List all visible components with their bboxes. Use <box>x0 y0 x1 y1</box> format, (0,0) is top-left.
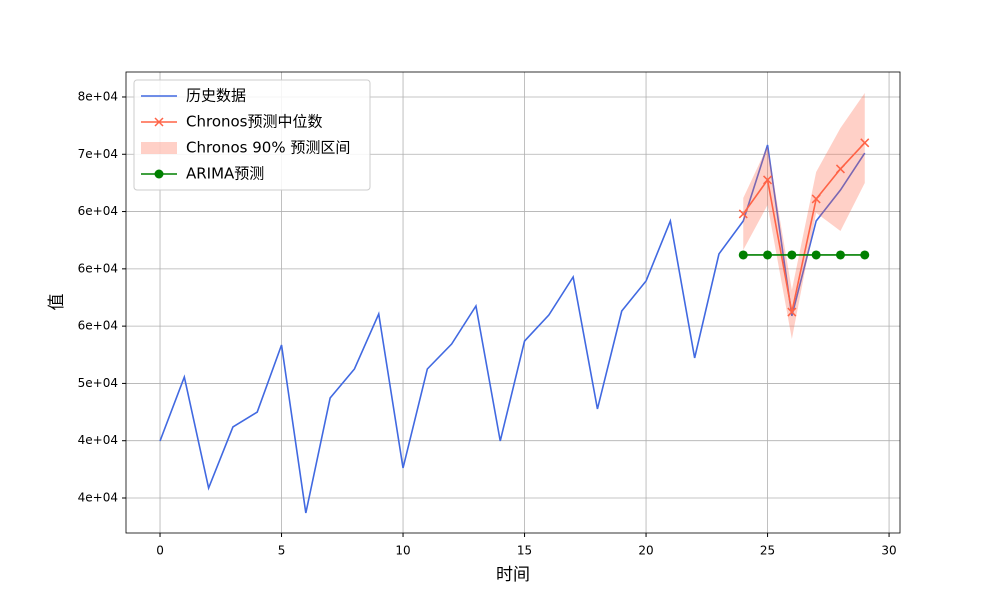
x-tick-label: 20 <box>638 544 653 558</box>
y-tick-label: 4e+04 <box>78 490 118 504</box>
point <box>860 138 870 148</box>
point <box>763 175 773 185</box>
interval-band <box>743 92 865 339</box>
x-tick-label: 5 <box>278 544 286 558</box>
legend-box <box>133 79 371 191</box>
point <box>835 164 845 174</box>
y-tick-label: 6e+04 <box>78 261 118 275</box>
y-tick-label: 4e+04 <box>78 433 118 447</box>
y-axis-label: 值 <box>47 294 67 311</box>
x-tick-label: 10 <box>395 544 410 558</box>
legend-label: 历史数据 <box>186 87 246 105</box>
x-tick-label: 0 <box>156 544 164 558</box>
legend-label: ARIMA预测 <box>186 165 264 183</box>
point <box>738 209 748 219</box>
point <box>811 250 821 260</box>
point <box>835 250 845 260</box>
point <box>787 250 797 260</box>
point <box>860 250 870 260</box>
legend-label: Chronos 90% 预测区间 <box>186 139 350 157</box>
point <box>763 250 773 260</box>
y-tick-label: 5e+04 <box>78 376 118 390</box>
y-tick-label: 8e+04 <box>78 89 118 103</box>
legend-swatch <box>141 142 177 154</box>
x-axis-label: 时间 <box>496 565 530 585</box>
point <box>811 194 821 204</box>
x-tick-label: 15 <box>517 544 532 558</box>
y-tick-label: 6e+04 <box>78 204 118 218</box>
y-tick-label: 7e+04 <box>78 147 118 161</box>
x-tick-label: 25 <box>760 544 775 558</box>
legend-label: Chronos预测中位数 <box>186 113 323 131</box>
x-tick-label: 30 <box>881 544 896 558</box>
legend-marker <box>154 169 164 179</box>
point <box>787 307 797 317</box>
legend-marker <box>154 117 164 127</box>
plot-frame <box>125 71 901 534</box>
point <box>738 250 748 260</box>
y-tick-label: 6e+04 <box>78 319 118 333</box>
